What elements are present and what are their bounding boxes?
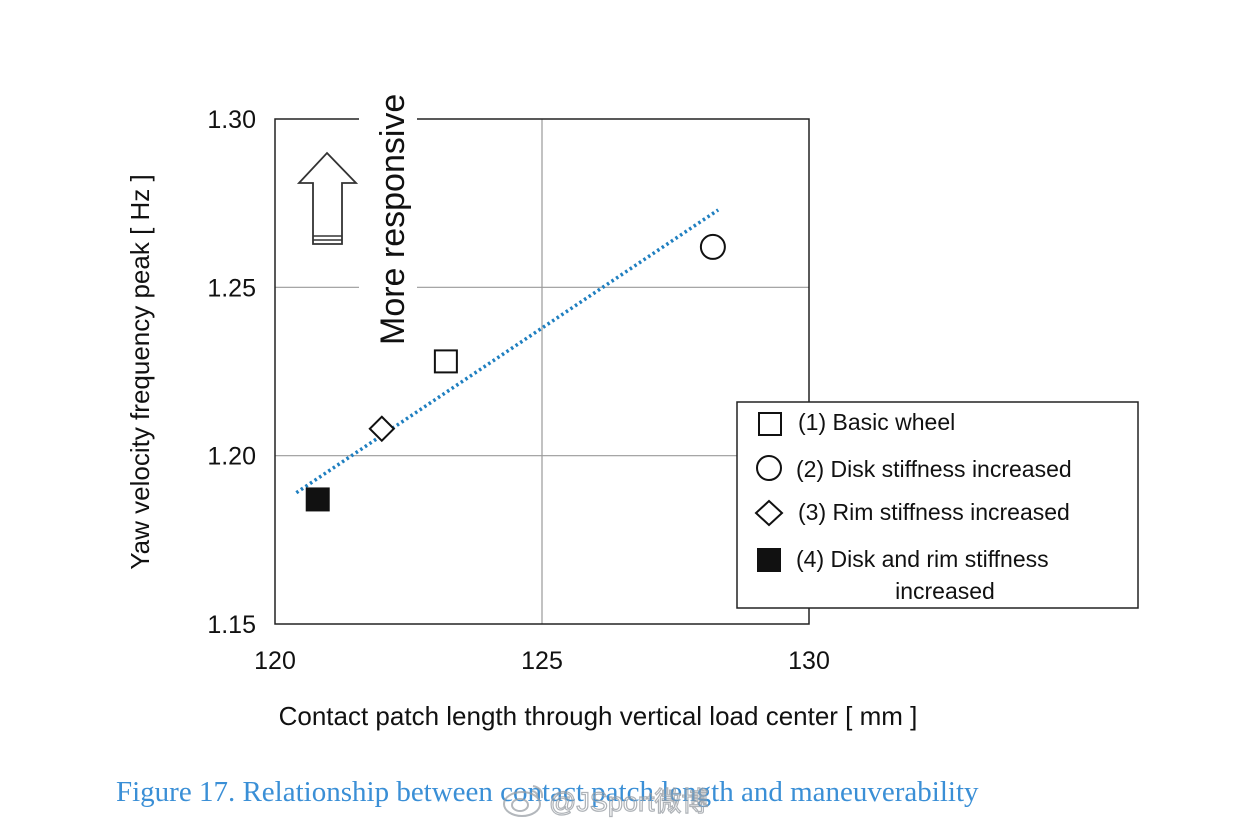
- y-axis-title: Yaw velocity frequency peak [ Hz ]: [125, 174, 155, 569]
- y-tick-label: 1.15: [207, 611, 256, 639]
- legend-label-rim-stiffness: (3) Rim stiffness increased: [798, 499, 1070, 525]
- data-point: [305, 487, 330, 512]
- legend-label-disk-rim-stiffness: (4) Disk and rim stiffness: [796, 546, 1049, 572]
- legend-marker-disk-stiffness: [756, 455, 782, 481]
- legend-marker-rim-stiffness: [754, 499, 784, 527]
- legend: (1) Basic wheel (2) Disk stiffness incre…: [736, 401, 1139, 609]
- data-point: [433, 349, 458, 374]
- grid-lines: [275, 119, 809, 624]
- up-arrow-icon: [296, 151, 359, 245]
- figure-caption: Figure 17. Relationship between contact …: [116, 776, 979, 808]
- plot-area: [274, 118, 810, 625]
- y-tick-label: 1.30: [207, 106, 256, 134]
- legend-marker-basic-wheel: [758, 412, 782, 436]
- legend-marker-disk-rim-stiffness: [757, 548, 781, 572]
- watermark: @JSport微博: [503, 785, 709, 818]
- x-tick-label: 120: [254, 647, 296, 675]
- x-tick-label: 125: [521, 647, 563, 675]
- x-axis-title: Contact patch length through vertical lo…: [279, 701, 918, 731]
- x-tick-labels: 120 125 130: [254, 647, 830, 675]
- legend-label-disk-rim-stiffness-cont: increased: [895, 578, 995, 604]
- legend-box: [736, 401, 1139, 609]
- y-tick-label: 1.25: [207, 274, 256, 302]
- data-point: [368, 415, 396, 443]
- data-points: [305, 233, 726, 512]
- legend-label-disk-stiffness: (2) Disk stiffness increased: [796, 456, 1072, 482]
- legend-label-basic-wheel: (1) Basic wheel: [798, 409, 955, 435]
- data-point: [699, 233, 726, 260]
- annotation-background: [359, 108, 417, 353]
- x-tick-label: 130: [788, 647, 830, 675]
- trendline: [295, 208, 720, 495]
- watermark-text: @JSport微博: [549, 787, 708, 817]
- annotation-more-responsive: More responsive: [374, 94, 412, 345]
- y-tick-labels: 1.15 1.20 1.25 1.30: [207, 106, 256, 639]
- y-tick-label: 1.20: [207, 443, 256, 471]
- weibo-logo-icon: [503, 785, 544, 817]
